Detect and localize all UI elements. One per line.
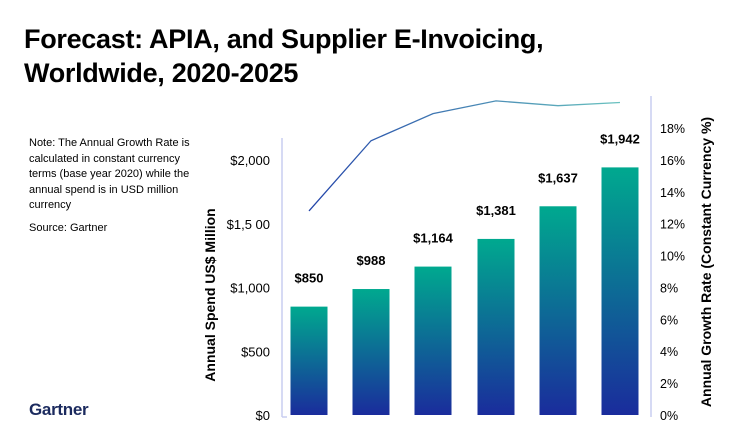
chart-title: Forecast: APIA, and Supplier E-Invoicing… [24,22,544,90]
bar [477,238,515,415]
bar [601,167,639,415]
left-tick-label: $1,000 [230,281,270,296]
left-tick-label: $2,000 [230,153,270,168]
right-axis-title: Annual Growth Rate (Constant Currency %) [698,117,714,407]
bar-data-label: $988 [357,253,386,268]
left-tick-label: $0 [256,408,270,423]
right-tick-label: 2% [660,377,678,391]
bar-data-label: $1,164 [413,231,454,246]
left-tick-label: $500 [241,344,270,359]
right-tick-label: 12% [660,218,685,232]
chart-note: Note: The Annual Growth Rate is calculat… [29,137,190,211]
bar [539,206,577,415]
right-tick-label: 10% [660,250,685,264]
title-line-2: Worldwide, 2020-2025 [24,58,299,88]
bar-data-label: $1,381 [476,203,516,218]
bar [414,266,452,415]
right-tick-label: 18% [660,122,685,136]
right-tick-label: 16% [660,154,685,168]
bar [352,289,390,415]
bar-data-label: $1,637 [538,170,578,185]
source-note: Source: Gartner [29,222,108,234]
right-tick-label: 6% [660,313,678,327]
right-tick-label: 4% [660,345,678,359]
gartner-logo: Gartner [29,400,89,419]
right-tick-label: 14% [660,186,685,200]
bar-data-label: $850 [295,271,324,286]
left-tick-label: $1,5 00 [227,217,270,232]
title-line-1: Forecast: APIA, and Supplier E-Invoicing… [24,24,544,54]
bar [290,306,328,415]
right-tick-label: 8% [660,281,678,295]
left-axis-title: Annual Spend US$ Million [202,208,218,381]
bar-data-label: $1,942 [600,131,640,146]
growth-rate-line [308,100,621,212]
right-tick-label: 0% [660,409,678,423]
